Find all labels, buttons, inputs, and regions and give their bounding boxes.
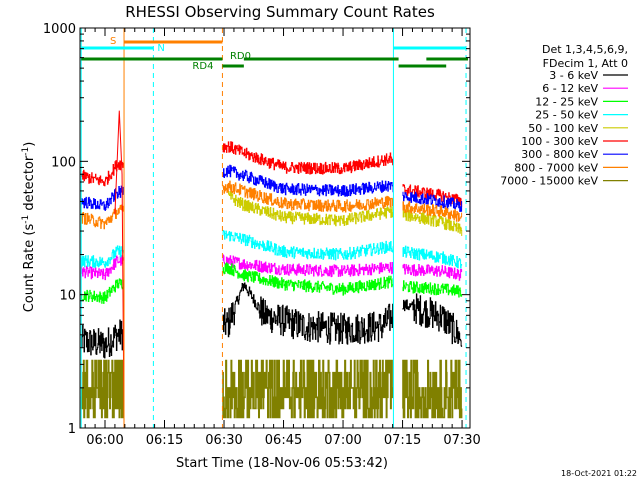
status-label-rd0: RD0 (230, 51, 251, 62)
status-bar-rd4-1 (222, 64, 244, 68)
series-line-7 (81, 164, 463, 212)
legend-label-9: 7000 - 15000 keV (500, 175, 598, 188)
series-line-2 (81, 254, 463, 281)
y-axis-label-sup: -1 (21, 215, 31, 224)
y-axis-label-sup2: -1 (21, 147, 31, 156)
plot-frame (79, 27, 471, 429)
y-axis-label-main: Count Rate (s (22, 224, 37, 313)
status-bar-n-1 (81, 46, 154, 50)
x-tick-label-3: 06:30 (205, 433, 242, 448)
series-line-4 (81, 230, 463, 269)
legend-label-1: 3 - 6 keV (549, 69, 598, 82)
legend-label-3: 12 - 25 keV (535, 95, 598, 108)
legend-label-2: 6 - 12 keV (542, 82, 598, 95)
y-tick-label-2: 10 (59, 289, 76, 304)
flare-spike (114, 110, 125, 429)
status-bar-rd0-3 (426, 57, 469, 61)
x-tick-label-5: 07:00 (324, 433, 361, 448)
x-tick-label-1: 06:00 (86, 433, 123, 448)
legend-header-1: Det 1,3,4,5,6,9, (542, 43, 628, 56)
status-label-n: N (157, 43, 164, 54)
svg-text:Count Rate (s-1 detector-1): Count Rate (s-1 detector-1) (21, 142, 37, 313)
legend: Det 1,3,4,5,6,9,FDecim 1, Att 03 - 6 keV… (500, 43, 628, 188)
x-tick-label-2: 06:15 (146, 433, 183, 448)
x-tick-label-4: 06:45 (265, 433, 302, 448)
footer-timestamp: 18-Oct-2021 01:22 (561, 469, 637, 478)
legend-label-4: 25 - 50 keV (535, 109, 598, 122)
y-tick-label-3: 100 (51, 155, 76, 170)
y-tick-label-4: 1000 (43, 22, 76, 37)
y-axis-label: Count Rate (s-1 detector-1) (21, 142, 37, 313)
legend-header-2: FDecim 1, Att 0 (543, 57, 628, 70)
status-bar-n-2 (393, 46, 467, 50)
series-line-1 (81, 282, 463, 359)
x-tick-label-6: 07:15 (384, 433, 421, 448)
series-line-8 (81, 180, 463, 230)
series-line-3 (81, 262, 463, 304)
x-axis-label: Start Time (18-Nov-06 05:53:42) (176, 456, 388, 471)
plot-area: S N RD0 RD4 1 10 100 1000 06:00 06:15 06:30 06:45 07… (43, 22, 481, 448)
legend-label-5: 50 - 100 keV (528, 122, 598, 135)
series-line-5 (228, 190, 463, 236)
y-axis-label-rest: detector (22, 155, 37, 215)
y-tick-label-1: 1 (68, 422, 76, 437)
y-axis-label-end: ) (22, 142, 37, 147)
status-bar-rd4-2 (398, 64, 447, 68)
series-line-9 (80, 359, 463, 419)
status-bar-rd0-1 (81, 57, 223, 61)
status-bar-rd0-2 (243, 57, 399, 61)
status-label-rd4: RD4 (192, 61, 213, 72)
legend-label-7: 300 - 800 keV (521, 148, 598, 161)
legend-label-8: 800 - 7000 keV (514, 161, 598, 174)
chart-title: RHESSI Observing Summary Count Rates (125, 3, 435, 21)
status-label-s: S (110, 36, 116, 47)
x-tick-label-7: 07:30 (443, 433, 480, 448)
status-bar-s-1 (124, 40, 223, 44)
legend-label-6: 100 - 300 keV (521, 135, 598, 148)
